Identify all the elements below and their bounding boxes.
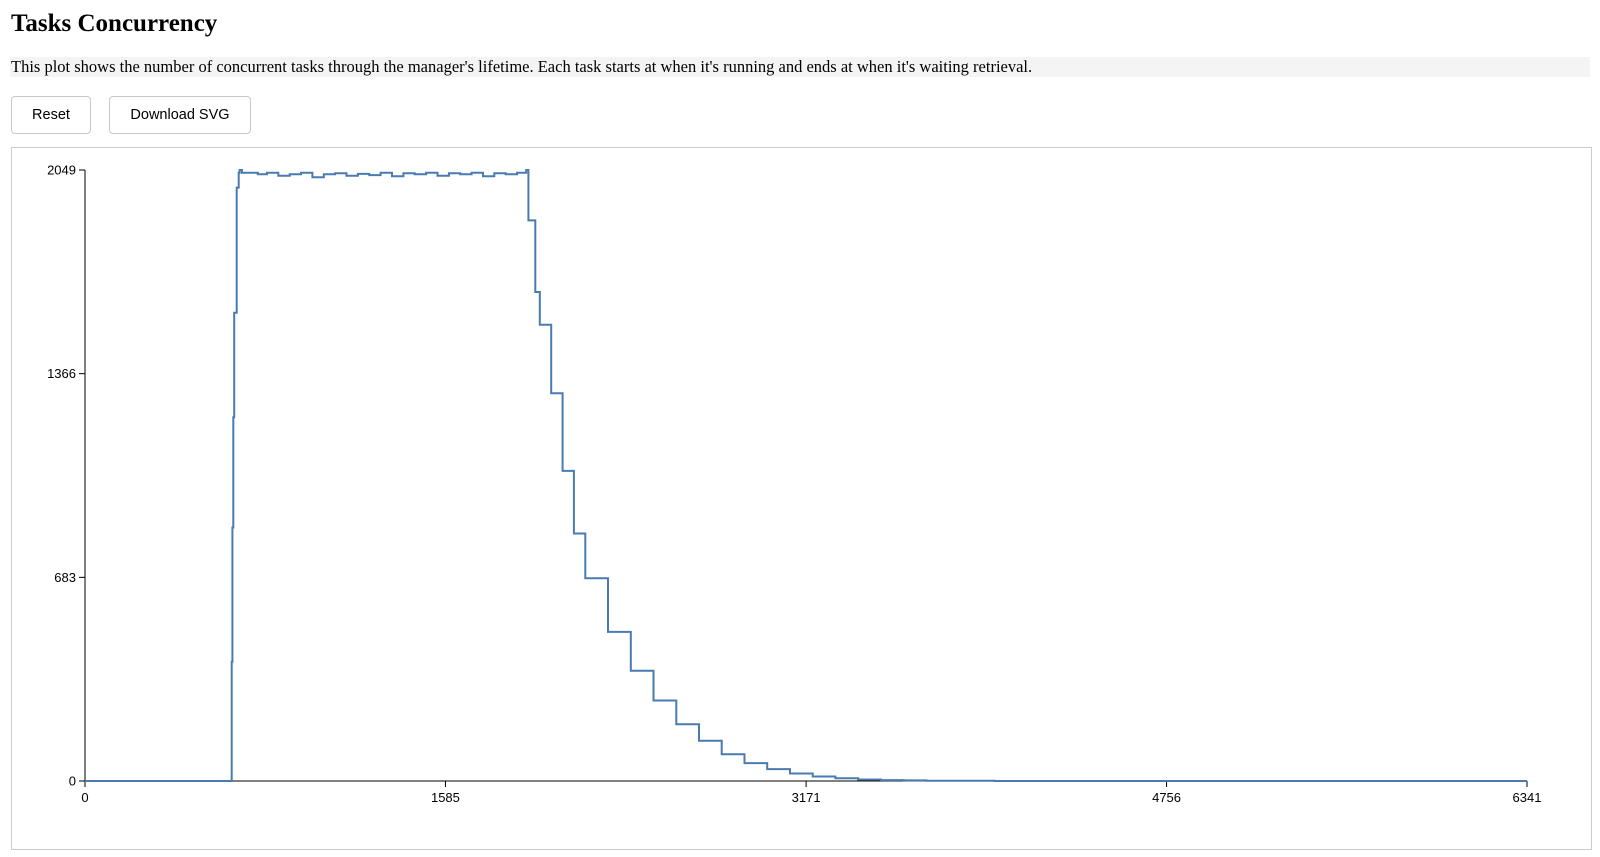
- x-tick-label: 3171: [792, 790, 821, 805]
- x-tick-label: 4756: [1152, 790, 1181, 805]
- concurrency-line: [85, 169, 1527, 782]
- reset-button[interactable]: Reset: [11, 96, 91, 134]
- x-tick-label: 0: [81, 790, 88, 805]
- download-svg-button[interactable]: Download SVG: [109, 96, 251, 134]
- plot-description: This plot shows the number of concurrent…: [10, 57, 1590, 77]
- x-axis: 0 1585 3171 4756 6341: [81, 780, 1542, 805]
- y-tick-label: 0: [69, 774, 76, 789]
- chart-container[interactable]: 0 683 1366 2049 0 1585 3171 4756 6341: [11, 147, 1592, 850]
- x-tick-label: 6341: [1513, 790, 1542, 805]
- y-axis: 0 683 1366 2049: [47, 163, 86, 789]
- x-tick-label: 1585: [431, 790, 460, 805]
- concurrency-chart[interactable]: 0 683 1366 2049 0 1585 3171 4756 6341: [12, 148, 1591, 849]
- y-tick-label: 2049: [47, 163, 76, 178]
- page-title: Tasks Concurrency: [11, 10, 218, 37]
- y-tick-label: 683: [54, 570, 76, 585]
- y-tick-label: 1366: [47, 366, 76, 381]
